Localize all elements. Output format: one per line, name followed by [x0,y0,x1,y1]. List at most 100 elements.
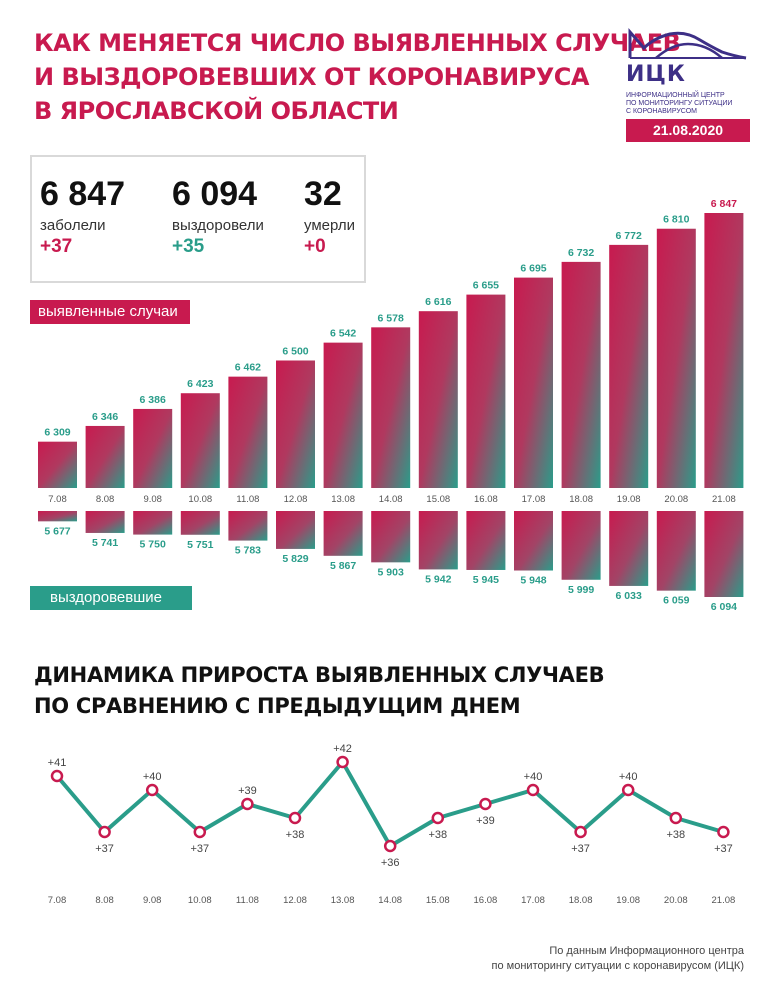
growth-date-label: 20.08 [664,895,688,906]
recovered-bar [656,511,696,591]
cases-value-label: 6 847 [711,198,737,210]
recovered-legend-tag: выздоровевшие [30,586,192,610]
report-date: 21.08.2020 [626,119,750,142]
recovered-value-label: 5 751 [187,539,213,551]
recovered-value-label: 5 999 [568,584,594,596]
cases-bar [371,327,411,488]
cases-bar [514,277,553,488]
title-line-1: Как меняется число выявленных случаев [34,29,681,57]
growth-date-label: 17.08 [521,895,545,906]
growth-value-label: +40 [619,771,638,783]
cases-bar [133,408,173,488]
cases-date-label: 8.08 [96,494,115,505]
growth-point [621,783,635,797]
cases-value-label: 6 386 [140,394,166,406]
recovered-bar [704,511,744,597]
recovered-value-label: 5 829 [282,553,308,565]
growth-date-label: 16.08 [474,895,498,906]
cases-value-label: 6 772 [616,230,642,242]
cases-date-label: 15.08 [426,494,450,505]
growth-value-label: +38 [428,829,447,841]
deaths-label: умерли [304,217,355,234]
growth-point [193,825,207,839]
cases-legend-tag: выявленные случаи [30,300,190,324]
growth-date-label: 18.08 [569,895,593,906]
cases-date-label: 7.08 [48,494,67,505]
growth-date-label: 12.08 [283,895,307,906]
recovered-increment: +35 [172,236,205,257]
growth-value-label: +42 [333,743,352,755]
growth-value-label: +37 [714,843,733,855]
recovered-value-label: 5 903 [378,566,404,578]
recovered-bar [323,511,363,556]
growth-date-label: 9.08 [143,895,162,906]
cases-date-label: 13.08 [331,494,355,505]
growth-point [145,783,159,797]
growth-date-label: 7.08 [48,895,67,906]
recovered-value-label: 6 094 [711,601,737,613]
growth-point [717,825,730,839]
cases-bar [228,376,268,488]
cases-bar [704,213,744,488]
summary-stats: 6 847 заболели +37 6 094 выздоровели +35… [30,155,366,283]
recovered-bar [38,511,77,522]
cases-value-label: 6 346 [92,411,118,423]
growth-point [526,783,540,797]
growth-date-label: 14.08 [378,895,402,906]
stat-recovered: 6 094 выздоровели +35 [172,175,264,258]
cases-bar [609,244,649,488]
recovered-bar [371,511,411,563]
growth-value-label: +37 [95,843,114,855]
cases-date-label: 17.08 [522,494,546,505]
cases-bar [656,228,696,488]
wave-logo-icon [628,28,747,60]
cases-value-label: 6 462 [235,362,261,374]
recovered-bar [561,511,601,580]
ick-logo: ИЦК Информационный центр по мониторингу … [626,28,750,115]
line-chart-title-line-1: Динамика прироста выявленных случаев [34,663,605,687]
cases-value-label: 6 542 [330,328,356,340]
cases-bar [38,441,77,488]
growth-date-label: 21.08 [712,895,736,906]
recovered-value-label: 5 867 [330,560,356,572]
growth-point [50,769,64,783]
cases-date-label: 10.08 [188,494,212,505]
growth-date-label: 19.08 [616,895,640,906]
growth-point [431,811,445,825]
cases-value: 6 847 [40,175,126,213]
cases-date-label: 14.08 [379,494,403,505]
growth-point [98,825,111,839]
source-line-2: по мониторингу ситуации с коронавирусом … [491,960,744,972]
recovered-bar [514,511,553,571]
cases-bar [561,261,601,488]
logo-subtitle-line: с коронавирусом [626,108,697,115]
cases-date-label: 11.08 [236,494,259,505]
growth-point [383,839,397,853]
recovered-value-label: 5 942 [425,573,451,585]
growth-date-label: 15.08 [426,895,450,906]
cases-value-label: 6 695 [520,263,546,275]
growth-point [479,797,492,811]
recovered-bar [180,511,220,535]
cases-value-label: 6 732 [568,247,594,259]
growth-point [669,811,683,825]
cases-date-label: 19.08 [617,494,641,505]
cases-date-label: 21.08 [712,494,736,505]
growth-value-label: +38 [666,829,685,841]
recovered-value: 6 094 [172,175,258,213]
cases-date-label: 20.08 [664,494,688,505]
cases-bar [180,393,220,488]
growth-value-label: +40 [143,771,162,783]
cases-value-label: 6 309 [44,427,70,439]
cases-date-label: 18.08 [569,494,593,505]
line-chart-title-line-2: по сравнению с предыдущим днем [34,694,521,718]
recovered-value-label: 5 948 [520,575,546,587]
growth-point [336,755,349,769]
stat-deaths: 32 умерли +0 [304,175,355,258]
growth-value-label: +41 [48,757,67,769]
growth-date-label: 8.08 [95,895,114,906]
line-chart-title: Динамика прироста выявленных случаев по … [34,660,605,722]
growth-value-label: +38 [286,829,305,841]
growth-date-label: 13.08 [331,895,355,906]
